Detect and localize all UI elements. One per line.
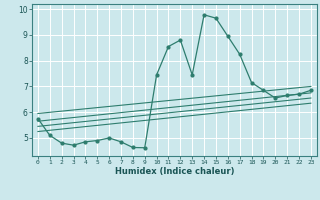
X-axis label: Humidex (Indice chaleur): Humidex (Indice chaleur) — [115, 167, 234, 176]
